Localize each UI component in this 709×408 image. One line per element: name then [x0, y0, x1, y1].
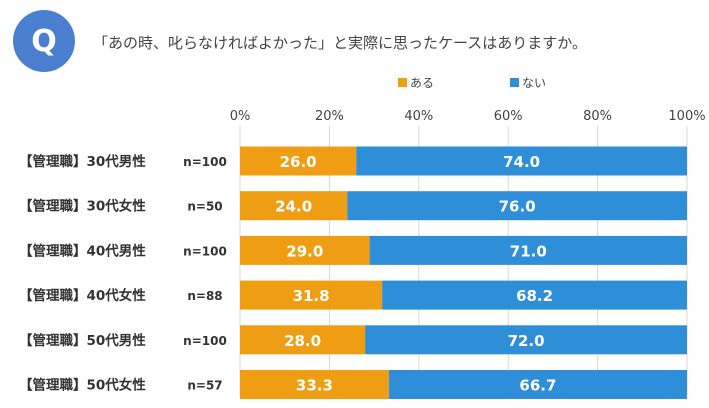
- sample-size-label: n=100: [183, 244, 227, 258]
- x-tick-label: 60%: [494, 109, 523, 124]
- data-label: 29.0: [286, 242, 323, 260]
- category-label: 【管理職】50代男性: [19, 332, 146, 349]
- bar-segment: [382, 280, 687, 310]
- sample-size-label: n=50: [187, 200, 222, 214]
- data-label: 71.0: [510, 242, 547, 260]
- data-label: 74.0: [503, 153, 540, 171]
- question-badge-letter: Q: [31, 23, 57, 59]
- x-tick-label: 100%: [668, 109, 705, 124]
- bar-segment: [240, 191, 348, 221]
- data-label: 26.0: [280, 153, 317, 171]
- data-label: 28.0: [284, 332, 321, 350]
- legend-label: ある: [410, 76, 434, 90]
- category-label: 【管理職】30代女性: [19, 198, 146, 215]
- category-label: 【管理職】50代女性: [19, 377, 146, 394]
- data-label: 33.3: [296, 377, 333, 395]
- bar-segment: [240, 370, 389, 399]
- bar-segment: [240, 325, 366, 355]
- sample-size-label: n=57: [187, 379, 222, 393]
- data-label: 76.0: [499, 198, 536, 216]
- x-tick-label: 40%: [404, 109, 433, 124]
- bar-segment: [240, 235, 370, 265]
- sample-size-label: n=88: [187, 289, 222, 303]
- category-label: 【管理職】40代女性: [19, 287, 146, 304]
- x-tick-label: 20%: [315, 109, 344, 124]
- data-label: 68.2: [516, 287, 553, 305]
- category-label: 【管理職】40代男性: [19, 242, 146, 259]
- bar-segment: [365, 325, 687, 355]
- sample-size-label: n=100: [183, 334, 227, 348]
- legend-swatch: [510, 78, 519, 87]
- question-badge: Q: [13, 10, 75, 72]
- question-text: 「あの時、叱らなければよかった」と実際に思ったケースはありますか。: [93, 34, 587, 52]
- bar-segment: [369, 235, 687, 265]
- legend-label: ない: [522, 76, 546, 90]
- data-label: 24.0: [275, 198, 312, 216]
- data-label: 31.8: [293, 287, 330, 305]
- bar-segment: [240, 146, 357, 176]
- bar-segment: [388, 370, 687, 399]
- bar-segment: [356, 146, 687, 176]
- x-tick-label: 80%: [583, 109, 612, 124]
- category-label: 【管理職】30代男性: [19, 153, 146, 170]
- legend-swatch: [398, 78, 407, 87]
- x-tick-label: 0%: [230, 109, 251, 124]
- data-label: 66.7: [519, 377, 556, 395]
- data-label: 72.0: [508, 332, 545, 350]
- bar-segment: [347, 191, 687, 221]
- sample-size-label: n=100: [183, 155, 227, 169]
- bar-segment: [240, 280, 383, 310]
